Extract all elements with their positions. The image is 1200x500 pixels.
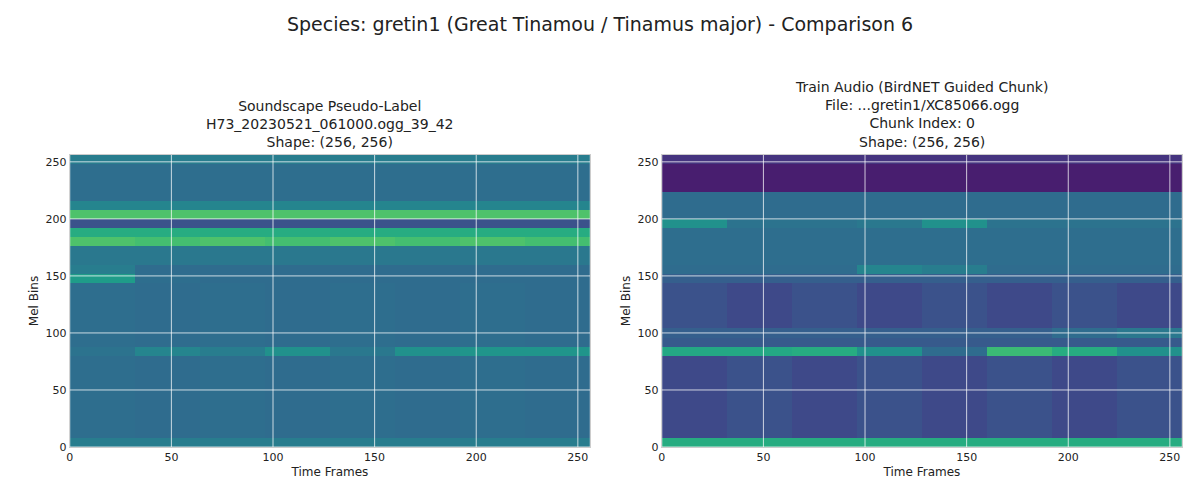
svg-text:150: 150 [364,451,385,464]
svg-text:50: 50 [53,384,67,397]
svg-text:0: 0 [652,441,659,454]
svg-text:200: 200 [1058,451,1079,464]
svg-text:200: 200 [638,213,659,226]
svg-text:Mel Bins: Mel Bins [619,276,633,326]
svg-text:0: 0 [60,441,67,454]
svg-text:100: 100 [263,451,284,464]
svg-text:200: 200 [466,451,487,464]
svg-text:150: 150 [638,270,659,283]
svg-text:0: 0 [658,451,665,464]
svg-text:Train Audio (BirdNET Guided Ch: Train Audio (BirdNET Guided Chunk)File: … [795,79,1048,150]
svg-text:100: 100 [638,327,659,340]
svg-text:Soundscape Pseudo-LabelH73_202: Soundscape Pseudo-LabelH73_20230521_0610… [206,98,453,150]
svg-text:50: 50 [756,451,770,464]
svg-text:Mel Bins: Mel Bins [27,276,41,326]
svg-text:50: 50 [645,384,659,397]
svg-text:100: 100 [855,451,876,464]
svg-text:50: 50 [164,451,178,464]
svg-text:150: 150 [956,451,977,464]
svg-text:250: 250 [567,451,588,464]
svg-text:Species: gretin1 (Great Tinamo: Species: gretin1 (Great Tinamou / Tinamu… [287,13,913,35]
svg-text:100: 100 [46,327,67,340]
svg-text:0: 0 [66,451,73,464]
svg-text:250: 250 [1159,451,1180,464]
svg-text:150: 150 [46,270,67,283]
svg-text:250: 250 [638,156,659,169]
svg-text:Time Frames: Time Frames [883,465,961,479]
svg-text:Time Frames: Time Frames [290,465,368,479]
svg-text:200: 200 [46,213,67,226]
svg-text:250: 250 [46,156,67,169]
